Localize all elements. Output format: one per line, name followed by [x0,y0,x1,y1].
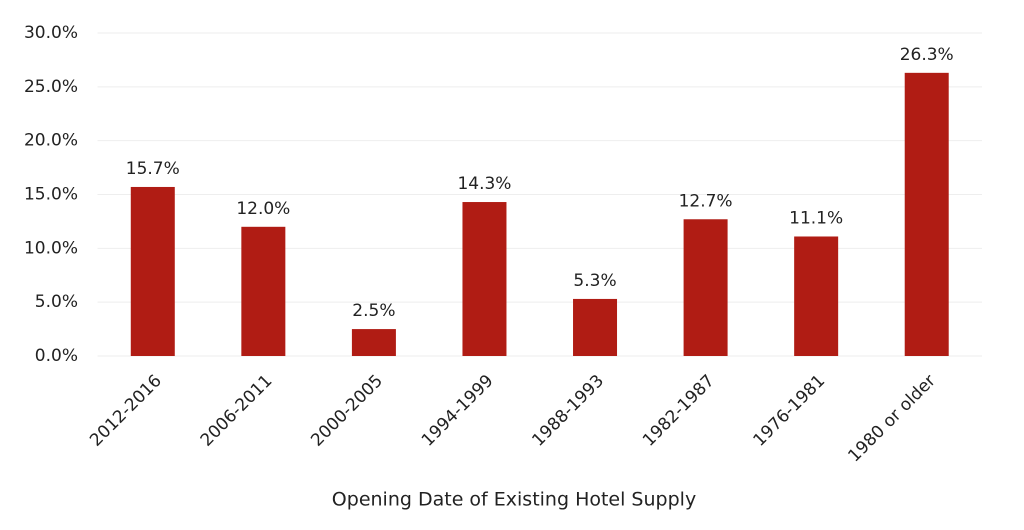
y-tick-label: 10.0% [24,238,78,258]
value-label: 2.5% [352,301,395,321]
y-tick-label: 5.0% [35,292,78,312]
x-tick-label: 1988-1993 [528,371,608,451]
bar [462,202,507,356]
x-tick-label: 1994-1999 [418,371,498,451]
bar [573,298,618,356]
bar [904,72,949,356]
value-label: 15.7% [126,159,180,179]
y-tick-label: 20.0% [24,131,78,151]
x-tick-label: 1976-1981 [750,371,830,451]
x-tick-label: 2000-2005 [307,371,387,451]
value-label: 12.7% [679,191,733,211]
bar [683,219,728,356]
y-tick-label: 30.0% [24,23,78,43]
bar [794,236,839,356]
y-tick-label: 0.0% [35,346,78,366]
x-tick-label: 1980 or older [844,371,939,466]
x-tick-label: 2012-2016 [86,371,166,451]
value-label: 12.0% [236,199,290,219]
y-tick-label: 15.0% [24,185,78,205]
value-label: 11.1% [789,208,843,228]
bar [351,329,396,356]
value-label: 5.3% [573,271,616,291]
y-tick-label: 25.0% [24,77,78,97]
bar [130,186,175,356]
x-tick-label: 1982-1987 [639,371,719,451]
x-axis-title: Opening Date of Existing Hotel Supply [332,489,696,511]
value-label: 26.3% [900,45,954,65]
value-label: 14.3% [457,174,511,194]
bar [241,226,286,356]
x-tick-label: 2006-2011 [197,371,277,451]
